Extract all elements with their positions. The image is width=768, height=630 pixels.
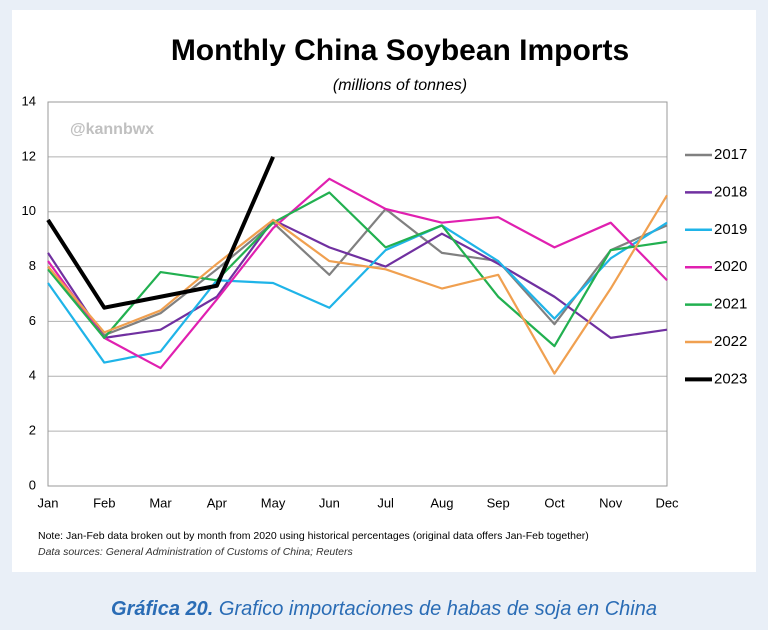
x-tick-label: Feb	[93, 495, 115, 510]
x-tick-label: Aug	[430, 495, 453, 510]
y-tick-label: 4	[29, 368, 36, 383]
series-line	[47, 207, 668, 337]
chart: Monthly China Soybean Imports (millions …	[12, 10, 756, 572]
legend-label: 2018	[714, 183, 747, 200]
series-line	[47, 218, 668, 339]
y-tick-label: 14	[22, 93, 36, 108]
caption: Gráfica 20. Grafico importaciones de hab…	[0, 598, 768, 621]
x-tick-label: Jul	[377, 495, 394, 510]
caption-label: Gráfica 20.	[111, 598, 214, 620]
y-tick-label: 6	[29, 313, 36, 328]
series-line	[46, 156, 275, 310]
legend-label: 2019	[714, 221, 747, 238]
legend-label: 2017	[714, 146, 747, 163]
x-tick-label: Nov	[599, 495, 623, 510]
y-tick-label: 2	[29, 423, 36, 438]
series-line	[47, 191, 668, 348]
watermark: @kannbwx	[70, 121, 154, 138]
y-tick-label: 10	[22, 203, 36, 218]
series-line	[47, 221, 668, 364]
series-line	[47, 177, 668, 370]
source: Data sources: General Administration of …	[38, 546, 353, 558]
series-line	[47, 194, 668, 375]
x-tick-label: Jun	[319, 495, 340, 510]
x-tick-label: Oct	[544, 495, 565, 510]
legend-label: 2021	[714, 296, 747, 313]
x-tick-label: Sep	[487, 495, 510, 510]
chart-title: Monthly China Soybean Imports	[171, 34, 629, 67]
caption-text: Grafico importaciones de habas de soja e…	[218, 598, 657, 620]
y-tick-label: 0	[29, 477, 36, 492]
x-tick-label: May	[261, 495, 286, 510]
legend-label: 2020	[714, 258, 747, 275]
x-tick-label: Mar	[149, 495, 172, 510]
y-tick-label: 12	[22, 148, 36, 163]
plot-border	[47, 101, 668, 487]
chart-background	[12, 10, 756, 572]
x-tick-label: Jan	[38, 495, 59, 510]
x-tick-label: Dec	[655, 495, 679, 510]
x-tick-label: Apr	[207, 495, 228, 510]
note: Note: Jan-Feb data broken out by month f…	[38, 530, 589, 542]
legend-label: 2023	[714, 370, 747, 387]
chart-subtitle: (millions of tonnes)	[333, 77, 467, 94]
y-tick-label: 8	[29, 258, 36, 273]
legend-label: 2022	[714, 333, 747, 350]
